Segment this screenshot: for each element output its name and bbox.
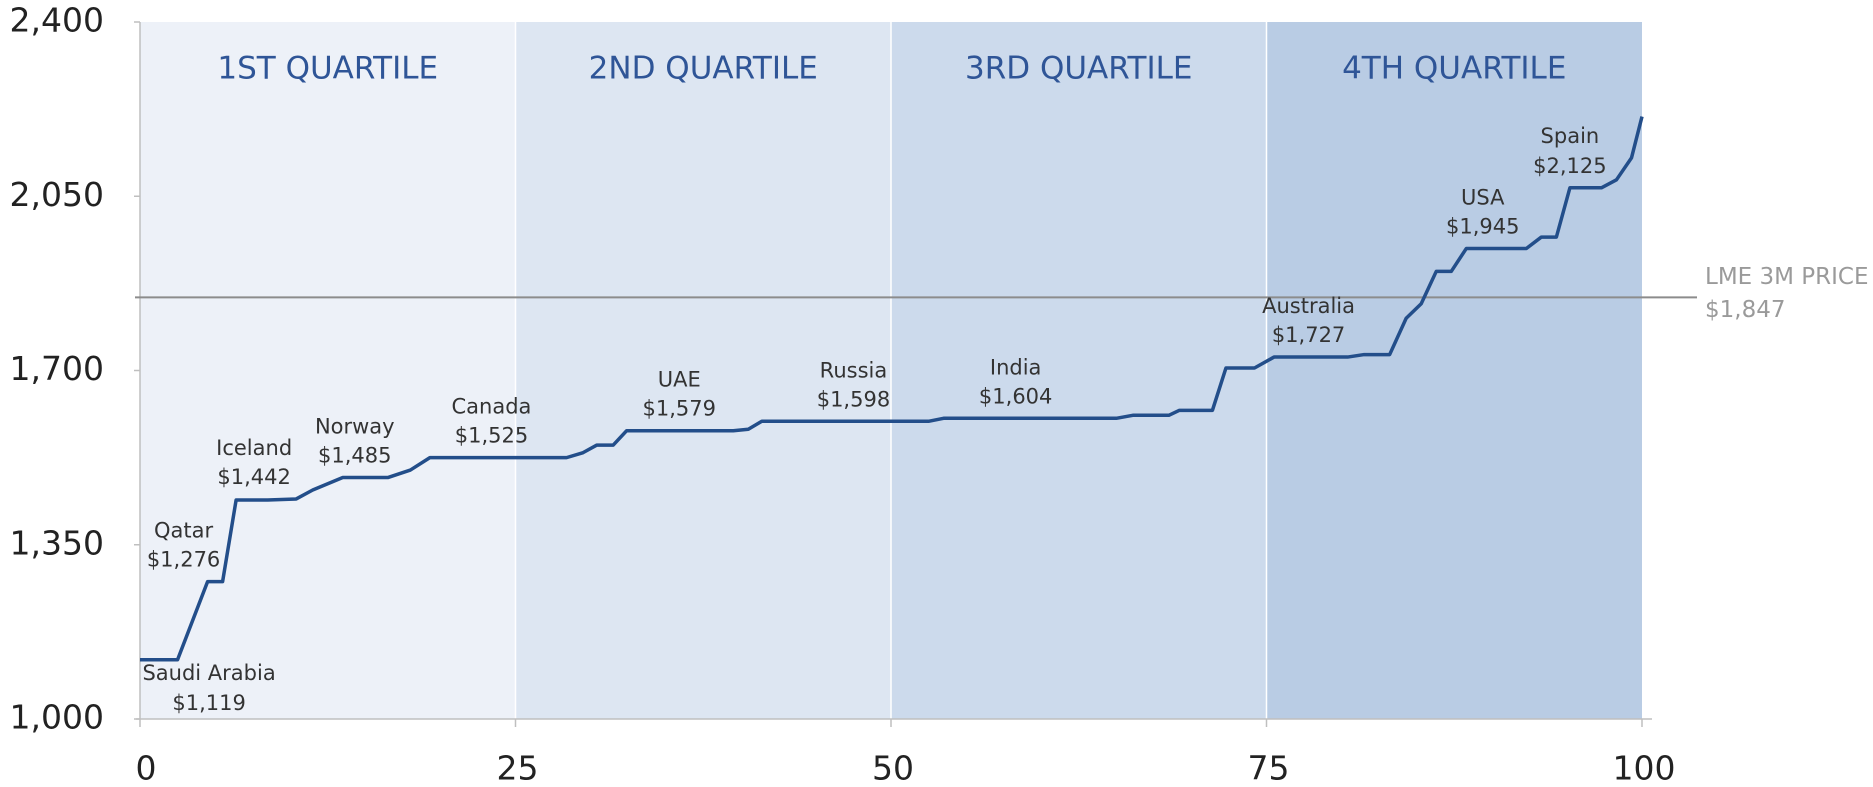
quartile-label: 3RD QUARTILE <box>965 51 1193 87</box>
reference-value-label: $1,847 <box>1705 297 1785 323</box>
annotation-value: $1,579 <box>642 397 715 421</box>
y-tick-label: 1,700 <box>10 349 104 388</box>
x-tick-label: 100 <box>1613 749 1676 787</box>
annotation-value: $1,945 <box>1446 215 1519 239</box>
y-tick-label: 1,000 <box>10 698 104 737</box>
quartile-label: 4TH QUARTILE <box>1342 51 1566 87</box>
quartile-band <box>891 22 1267 719</box>
annotation-value: $1,119 <box>172 691 245 715</box>
quartile-label: 2ND QUARTILE <box>589 51 818 87</box>
annotation-name: Qatar <box>154 519 214 543</box>
annotation-value: $1,604 <box>979 384 1052 408</box>
annotation-value: $1,276 <box>147 548 220 572</box>
cost-curve <box>140 116 1644 662</box>
annotation-value: $1,598 <box>817 387 890 411</box>
annotation-name: Norway <box>315 415 395 439</box>
annotation-value: $1,525 <box>455 424 528 448</box>
annotation-value: $1,485 <box>318 444 391 468</box>
annotation-name: Iceland <box>216 436 292 460</box>
quartile-band <box>515 22 891 719</box>
annotation-name: Spain <box>1541 124 1600 148</box>
x-tick-label: 50 <box>872 749 914 787</box>
annotation-value: $1,442 <box>217 465 290 489</box>
annotation-name: USA <box>1461 186 1505 210</box>
annotation-value: $1,727 <box>1272 323 1345 347</box>
reference-label: LME 3M PRICE <box>1705 264 1869 290</box>
y-tick-label: 2,050 <box>10 175 104 214</box>
y-tick-label: 2,400 <box>10 1 104 40</box>
quartile-band <box>140 22 516 719</box>
y-tick-label: 1,350 <box>10 523 104 562</box>
x-tick-label: 25 <box>497 749 539 787</box>
quartile-label: 1ST QUARTILE <box>217 51 438 87</box>
annotation-name: Australia <box>1262 294 1355 318</box>
x-tick-label: 75 <box>1248 749 1290 787</box>
annotation-name: Canada <box>452 395 532 419</box>
annotation-name: UAE <box>658 368 701 392</box>
annotation-name: Russia <box>820 358 888 382</box>
annotation-value: $2,125 <box>1533 154 1606 178</box>
quartile-band <box>1266 22 1642 719</box>
annotation-name: India <box>990 355 1042 379</box>
annotation-name: Saudi Arabia <box>142 661 275 685</box>
x-tick-label: 0 <box>136 749 157 787</box>
